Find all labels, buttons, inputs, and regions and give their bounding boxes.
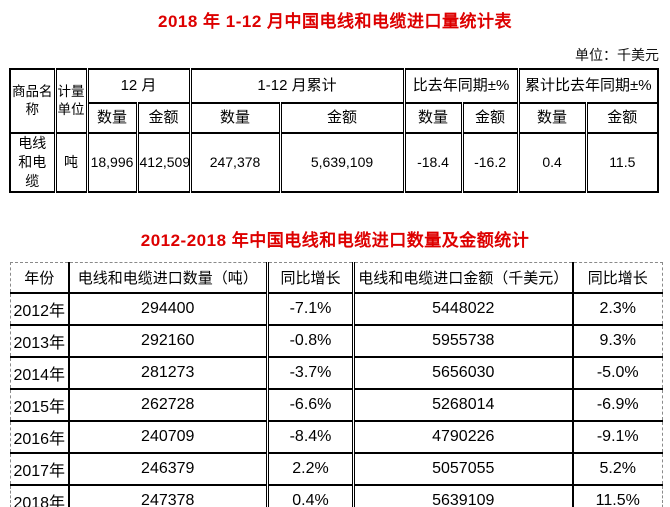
cell-amount-growth: -5.0%: [571, 356, 663, 390]
header-import-quantity: 电线和电缆进口数量（吨）: [67, 262, 269, 294]
cell-amount: 5057055: [352, 452, 574, 486]
subheader-amount-yoy: 金额: [460, 102, 520, 134]
table-row-2015: 2015年 262728 -6.6% 5268014 -6.9%: [10, 388, 663, 422]
cell-amount: 5639109: [352, 484, 574, 507]
subheader-quantity-cum-yoy: 数量: [516, 102, 588, 134]
cell-quantity-growth: -6.6%: [266, 388, 355, 422]
yearly-import-table: 年份 电线和电缆进口数量（吨） 同比增长 电线和电缆进口金额（千美元） 同比增长…: [10, 262, 663, 507]
header-group-yoy-change: 比去年同期±%: [402, 68, 520, 104]
cell-product-name: 电线和电缆: [9, 132, 57, 193]
cell-quantity-growth: -0.8%: [266, 324, 355, 358]
header-import-amount: 电线和电缆进口金额（千美元）: [352, 262, 574, 294]
cell-amount: 5268014: [352, 388, 574, 422]
header-measure-unit: 计量单位: [53, 68, 89, 134]
cell-quantity: 292160: [67, 324, 269, 358]
import-summary-table: 商品名称 计量单位 12 月 1-12 月累计 比去年同期±% 累计比去年同期±…: [9, 68, 660, 193]
cell-amount-growth: -6.9%: [571, 388, 663, 422]
cell-measure-unit: 吨: [53, 132, 89, 193]
cell-amount-yoy: -16.2: [460, 132, 520, 193]
cell-quantity: 240709: [67, 420, 269, 454]
cell-year: 2018年: [10, 484, 70, 507]
table2-title: 2012-2018 年中国电线和电缆进口数量及金额统计: [140, 231, 530, 250]
cell-year: 2015年: [10, 388, 70, 422]
cell-amount: 5955738: [352, 324, 574, 358]
table-row-2012: 2012年 294400 -7.1% 5448022 2.3%: [10, 292, 663, 326]
cell-amount-growth: 2.3%: [571, 292, 663, 326]
cell-quantity-growth: -7.1%: [266, 292, 355, 326]
cell-year: 2012年: [10, 292, 70, 326]
cell-year: 2016年: [10, 420, 70, 454]
cell-amount-cum-yoy: 11.5: [584, 132, 660, 193]
cell-quantity-growth: -3.7%: [266, 356, 355, 390]
table-row-2016: 2016年 240709 -8.4% 4790226 -9.1%: [10, 420, 663, 454]
subheader-amount-cum: 金额: [278, 102, 406, 134]
subheader-amount-dec: 金额: [135, 102, 192, 134]
cell-quantity-growth: -8.4%: [266, 420, 355, 454]
cell-quantity-cum: 247,378: [188, 132, 282, 193]
cell-amount: 5656030: [352, 356, 574, 390]
table-row-2018: 2018年 247378 0.4% 5639109 11.5%: [10, 484, 663, 507]
cell-quantity-cum-yoy: 0.4: [516, 132, 588, 193]
table1-data-row: 电线和电缆 吨 18,996 412,509 247,378 5,639,109…: [9, 132, 660, 193]
header-group-december: 12 月: [85, 68, 192, 104]
cell-amount-growth: 9.3%: [571, 324, 663, 358]
cell-amount: 4790226: [352, 420, 574, 454]
unit-label: 单位：千美元: [575, 47, 659, 63]
cell-amount-growth: 11.5%: [571, 484, 663, 507]
table1-header-row-groups: 商品名称 计量单位 12 月 1-12 月累计 比去年同期±% 累计比去年同期±…: [9, 68, 660, 134]
cell-year: 2013年: [10, 324, 70, 358]
cell-quantity-growth: 0.4%: [266, 484, 355, 507]
table-row-2017: 2017年 246379 2.2% 5057055 5.2%: [10, 452, 663, 486]
subheader-amount-cum-yoy: 金额: [584, 102, 660, 134]
subheader-quantity-yoy: 数量: [402, 102, 464, 134]
subheader-quantity-cum: 数量: [188, 102, 282, 134]
header-group-cumulative-yoy-change: 累计比去年同期±%: [516, 68, 660, 104]
header-yoy-growth-quantity: 同比增长: [266, 262, 355, 294]
header-year: 年份: [10, 262, 70, 294]
cell-quantity-yoy: -18.4: [402, 132, 464, 193]
cell-amount-dec: 412,509: [135, 132, 192, 193]
cell-quantity: 281273: [67, 356, 269, 390]
cell-quantity-growth: 2.2%: [266, 452, 355, 486]
header-yoy-growth-amount: 同比增长: [571, 262, 663, 294]
cell-quantity: 294400: [67, 292, 269, 326]
cell-amount-cum: 5,639,109: [278, 132, 406, 193]
cell-year: 2014年: [10, 356, 70, 390]
header-product-name: 商品名称: [9, 68, 57, 134]
table1-title: 2018 年 1-12 月中国电线和电缆进口量统计表: [157, 12, 512, 31]
cell-amount: 5448022: [352, 292, 574, 326]
cell-amount-growth: -9.1%: [571, 420, 663, 454]
table1-header-row-sub: 数量 金额 数量 金额 数量 金额 数量 金额: [10, 102, 660, 134]
table2-header-row: 年份 电线和电缆进口数量（吨） 同比增长 电线和电缆进口金额（千美元） 同比增长: [10, 262, 663, 294]
header-group-jan-dec-cumulative: 1-12 月累计: [188, 68, 406, 104]
subheader-quantity-dec: 数量: [86, 102, 139, 134]
table-row-2014: 2014年 281273 -3.7% 5656030 -5.0%: [10, 356, 663, 390]
cell-quantity: 262728: [67, 388, 269, 422]
cell-amount-growth: 5.2%: [571, 452, 663, 486]
cell-year: 2017年: [10, 452, 70, 486]
cell-quantity: 247378: [67, 484, 269, 507]
cell-quantity-dec: 18,996: [85, 132, 139, 193]
cell-quantity: 246379: [67, 452, 269, 486]
table-row-2013: 2013年 292160 -0.8% 5955738 9.3%: [10, 324, 663, 358]
